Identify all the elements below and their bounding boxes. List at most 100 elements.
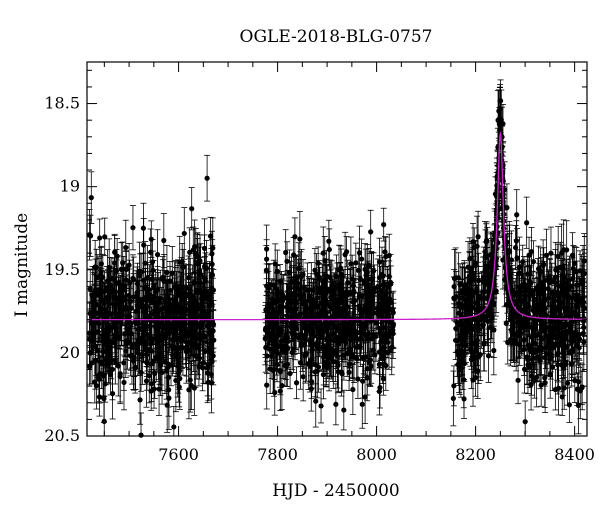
- data-point: [117, 345, 124, 403]
- data-marker: [188, 382, 194, 389]
- data-marker: [326, 238, 332, 244]
- data-marker: [147, 296, 153, 302]
- data-marker: [104, 278, 111, 284]
- data-marker: [125, 316, 132, 322]
- data-marker: [194, 253, 200, 260]
- data-marker: [148, 249, 154, 255]
- data-marker: [105, 297, 111, 303]
- data-marker: [109, 366, 115, 373]
- data-marker: [131, 356, 137, 363]
- chart-title: OGLE-2018-BLG-0757: [240, 27, 433, 47]
- data-point: [191, 360, 198, 416]
- data-marker: [192, 320, 199, 326]
- data-marker: [92, 357, 98, 364]
- data-marker: [362, 266, 368, 272]
- data-marker: [152, 370, 158, 376]
- data-marker: [187, 329, 193, 335]
- data-point: [183, 264, 190, 311]
- data-marker: [147, 335, 153, 341]
- data-point: [181, 284, 188, 339]
- data-marker: [370, 347, 376, 353]
- data-point: [293, 366, 300, 400]
- data-marker: [115, 363, 121, 369]
- data-marker: [297, 236, 303, 242]
- data-point: [191, 252, 198, 312]
- data-marker: [154, 340, 160, 346]
- data-point: [188, 187, 195, 231]
- data-marker: [101, 396, 107, 402]
- data-marker: [112, 249, 118, 255]
- data-marker: [156, 353, 163, 359]
- data-marker: [164, 269, 170, 276]
- data-marker: [141, 296, 147, 303]
- data-point: [148, 220, 155, 258]
- data-marker: [102, 234, 108, 240]
- data-marker: [313, 398, 319, 404]
- data-marker: [380, 376, 387, 382]
- data-marker: [277, 278, 283, 284]
- data-marker: [139, 335, 145, 341]
- data-marker: [167, 287, 173, 294]
- data-layer: [86, 79, 588, 438]
- data-marker: [150, 358, 157, 364]
- data-marker: [182, 309, 188, 315]
- data-marker: [168, 362, 174, 368]
- data-marker: [139, 301, 145, 307]
- data-point: [152, 300, 159, 353]
- data-marker: [148, 341, 154, 347]
- data-point: [358, 238, 365, 280]
- data-marker: [154, 307, 160, 313]
- data-point: [202, 252, 209, 311]
- data-marker: [210, 353, 216, 359]
- data-marker: [123, 266, 129, 273]
- data-marker: [91, 306, 97, 312]
- data-marker: [163, 335, 169, 341]
- data-marker: [175, 363, 181, 369]
- data-point: [91, 360, 98, 404]
- data-marker: [141, 328, 147, 334]
- data-marker: [210, 245, 216, 251]
- data-marker: [198, 271, 204, 278]
- data-marker: [140, 225, 146, 231]
- data-marker: [134, 345, 140, 352]
- data-point: [185, 360, 192, 420]
- data-marker: [359, 256, 365, 262]
- data-marker: [169, 270, 175, 276]
- data-marker: [386, 252, 392, 259]
- data-marker: [87, 286, 93, 292]
- data-marker: [93, 383, 100, 389]
- data-point: [192, 295, 199, 350]
- data-marker: [333, 401, 339, 407]
- data-marker: [187, 377, 193, 383]
- data-point: [169, 283, 176, 341]
- data-marker: [267, 366, 273, 372]
- data-marker: [161, 237, 167, 244]
- data-marker: [171, 424, 177, 430]
- data-marker: [122, 331, 128, 337]
- data-point: [291, 217, 298, 256]
- data-point: [190, 226, 197, 274]
- data-marker: [207, 233, 214, 239]
- data-marker: [287, 370, 293, 377]
- data-marker: [178, 344, 184, 350]
- data-marker: [108, 324, 114, 331]
- data-marker: [149, 259, 156, 265]
- data-marker: [106, 328, 112, 335]
- data-marker: [164, 305, 171, 311]
- data-point: [168, 344, 175, 387]
- data-marker: [207, 303, 213, 309]
- data-marker: [99, 306, 105, 312]
- data-marker: [198, 313, 204, 319]
- data-point: [129, 205, 136, 251]
- data-marker: [293, 380, 300, 386]
- data-marker: [154, 252, 161, 258]
- data-marker: [150, 267, 156, 273]
- data-marker: [348, 261, 354, 267]
- data-marker: [202, 278, 209, 284]
- data-point: [151, 369, 158, 409]
- data-point: [96, 218, 103, 258]
- data-point: [99, 253, 106, 301]
- data-marker: [292, 234, 298, 240]
- data-point: [105, 272, 112, 329]
